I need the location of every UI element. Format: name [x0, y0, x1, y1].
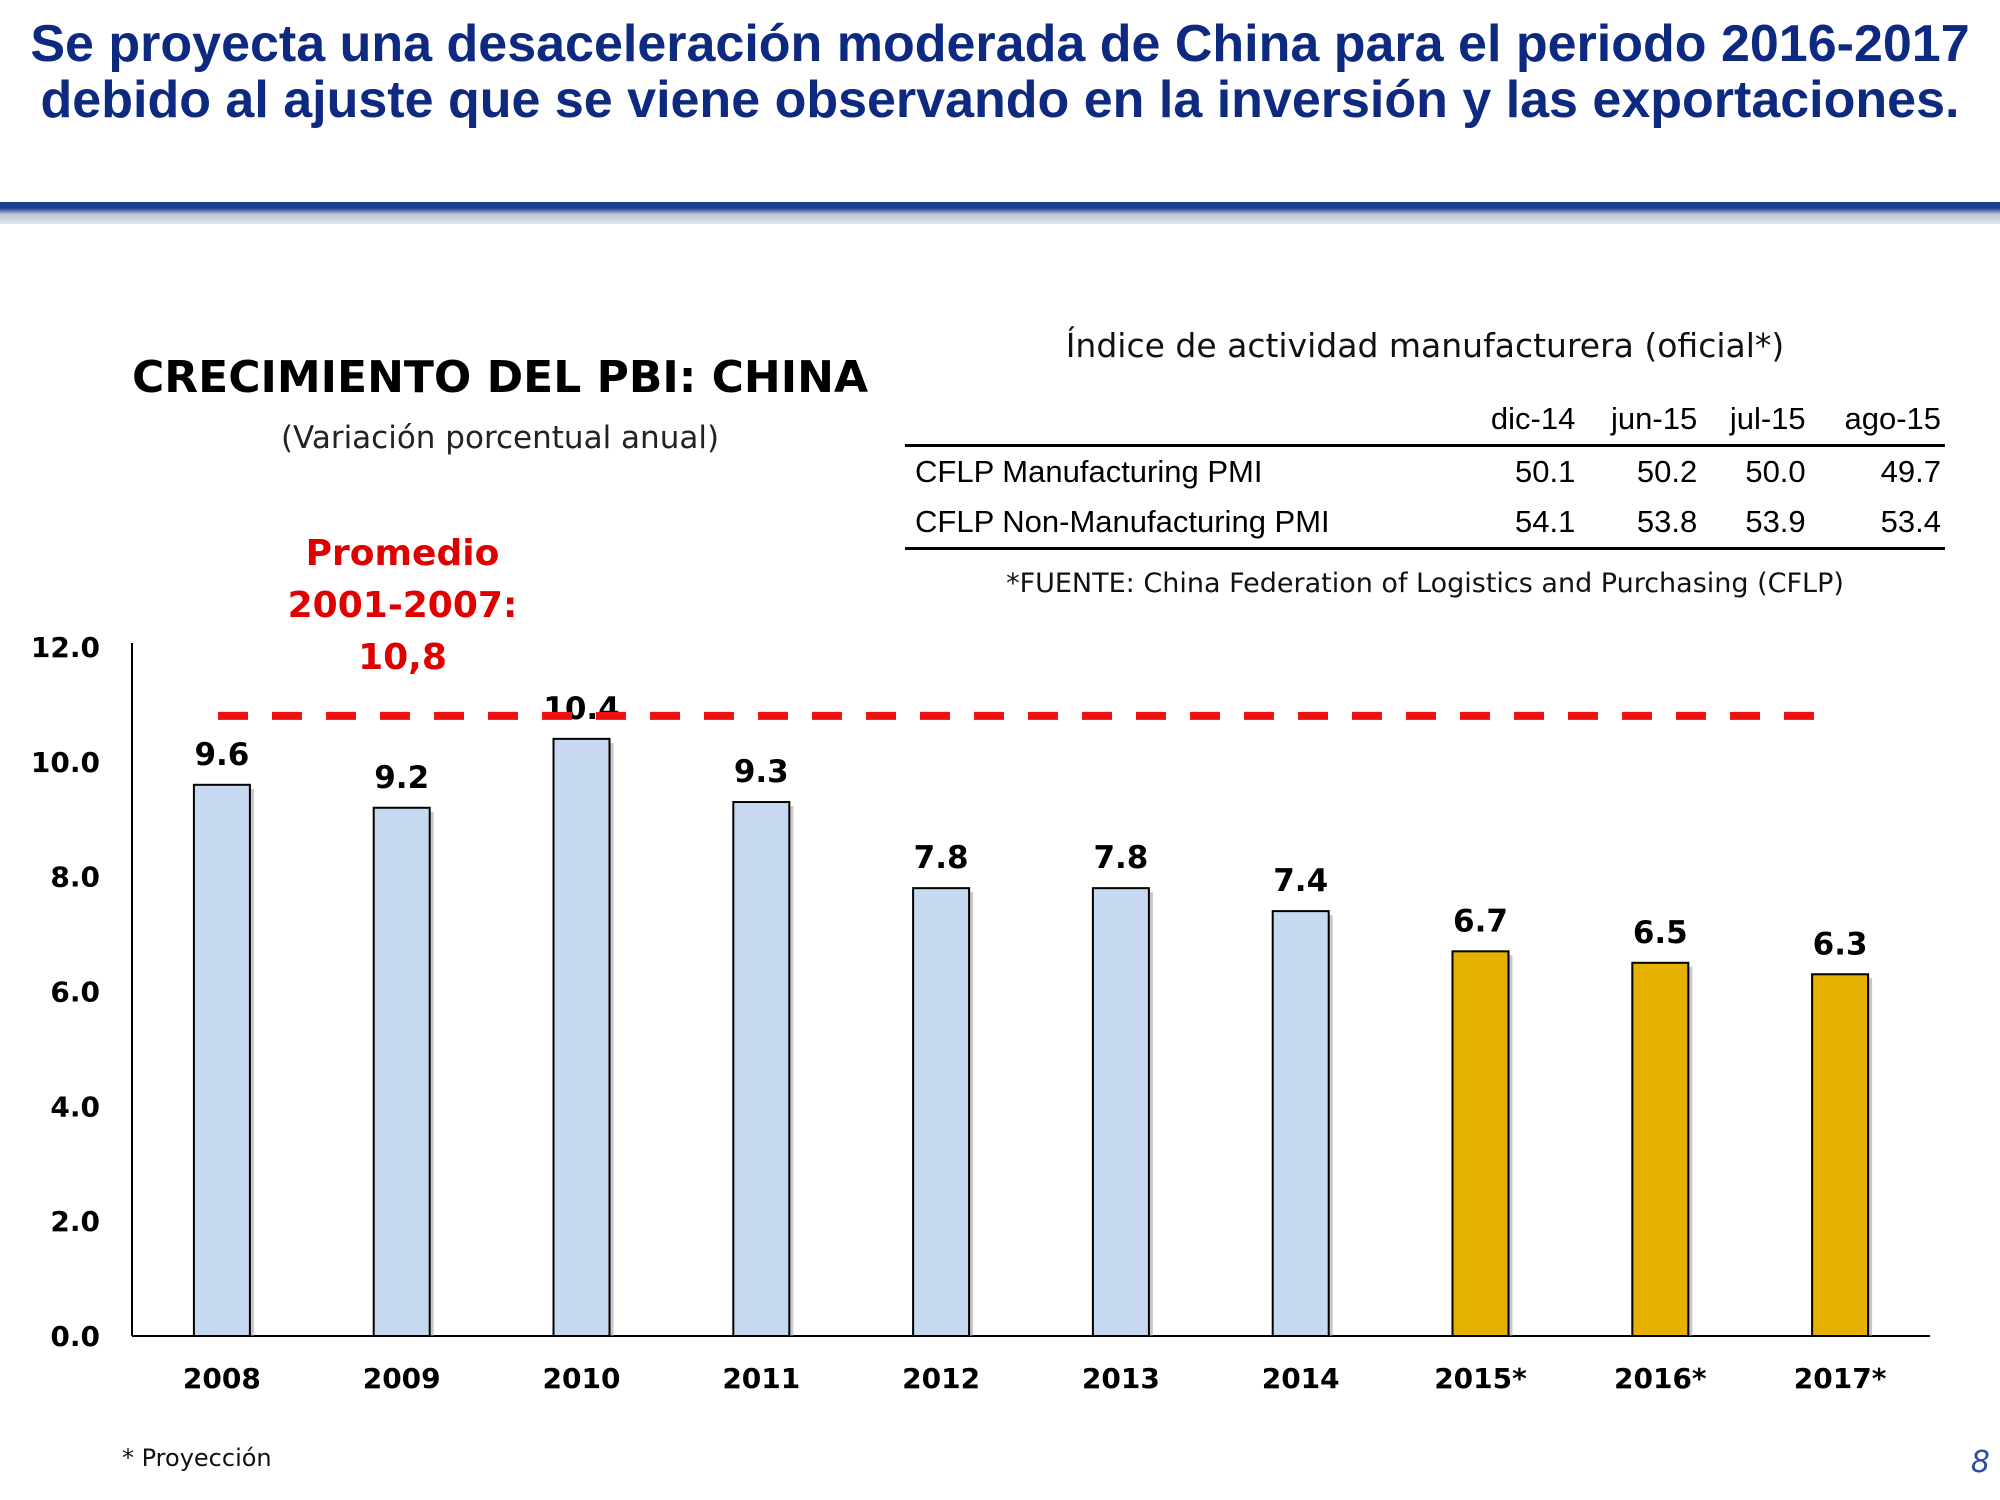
pmi-cell: 53.4: [1809, 497, 1945, 550]
average-annotation-line-2: 2001-2007:: [287, 585, 518, 626]
bar-value-label: 7.8: [914, 840, 969, 876]
bar-value-label: 6.5: [1633, 915, 1688, 951]
pmi-column-header: jun-15: [1579, 398, 1702, 447]
y-tick-label: 0.0: [50, 1320, 100, 1353]
chart-title: CRECIMIENTO DEL PBI: CHINA: [131, 352, 869, 403]
pmi-table-title: Índice de actividad manufacturera (ofici…: [1065, 326, 1785, 365]
y-tick-label: 6.0: [50, 976, 100, 1009]
pmi-column-header: ago-15: [1809, 398, 1945, 447]
pmi-table-corner: [905, 398, 1460, 447]
x-tick-label: 2010: [543, 1362, 621, 1395]
table-row: CFLP Manufacturing PMI 50.1 50.2 50.0 49…: [905, 446, 1945, 498]
pmi-column-header: jul-15: [1701, 398, 1810, 447]
page-number: 8: [1970, 1445, 1990, 1480]
pmi-cell: 53.8: [1579, 497, 1702, 550]
pmi-column-header: dic-14: [1459, 398, 1580, 447]
pmi-cell: 53.9: [1701, 497, 1810, 550]
pmi-cell: 50.2: [1636, 454, 1698, 489]
pmi-table: dic-14 jun-15 jul-15 ago-15 CFLP Manufac…: [905, 398, 1945, 550]
pmi-row-label: CFLP Non-Manufacturing PMI: [905, 497, 1460, 550]
average-annotation-line-3: 10,8: [358, 637, 447, 678]
bar: [732, 801, 791, 1337]
x-tick-label: 2013: [1082, 1362, 1160, 1395]
pmi-cell: 50.1: [1514, 454, 1576, 489]
pmi-table-source: *FUENTE: China Federation of Logistics a…: [1006, 568, 1844, 599]
projection-footnote: * Proyección: [122, 1444, 272, 1472]
bar: [372, 806, 431, 1337]
x-tick-label: 2016*: [1614, 1362, 1707, 1395]
pmi-table-header-row: dic-14 jun-15 jul-15 ago-15: [905, 398, 1945, 447]
x-tick-label: 2012: [902, 1362, 980, 1395]
pmi-cell: 50.0: [1745, 454, 1806, 489]
title-divider: [0, 202, 2000, 224]
pmi-cell: 54.1: [1459, 497, 1580, 550]
x-tick-label: 2014: [1262, 1362, 1340, 1395]
table-row: CFLP Non-Manufacturing PMI 54.1 53.8 53.…: [905, 497, 1945, 550]
bar: [1631, 961, 1690, 1338]
x-tick-label: 2017*: [1794, 1362, 1887, 1395]
bar: [1271, 910, 1330, 1337]
y-tick-label: 4.0: [50, 1090, 100, 1123]
bar: [1811, 973, 1870, 1338]
y-tick-label: 8.0: [50, 861, 100, 894]
bar: [1091, 887, 1150, 1338]
x-tick-label: 2008: [183, 1362, 261, 1395]
bar: [192, 783, 251, 1337]
chart-subtitle: (Variación porcentual anual): [280, 420, 720, 456]
x-tick-label: 2015*: [1434, 1362, 1527, 1395]
bar: [552, 737, 611, 1337]
bar: [912, 887, 971, 1338]
bar-value-label: 9.2: [374, 760, 429, 796]
bar-value-label: 9.6: [194, 737, 249, 773]
bar-value-label: 7.4: [1273, 863, 1328, 899]
x-tick-label: 2011: [722, 1362, 800, 1395]
bar: [1451, 950, 1510, 1338]
pmi-cell: 49.7: [1880, 454, 1941, 489]
bar-value-label: 6.3: [1813, 926, 1868, 962]
bar-value-label: 9.3: [734, 754, 789, 790]
average-annotation: Promedio 2001-2007: 10,8: [250, 528, 555, 684]
y-tick-label: 12.0: [31, 631, 100, 664]
average-annotation-line-1: Promedio: [305, 533, 500, 574]
slide-title: Se proyecta una desaceleración moderada …: [30, 15, 1970, 129]
pmi-row-label: CFLP Manufacturing PMI: [915, 454, 1263, 489]
bar-value-label: 10.4: [543, 691, 620, 727]
x-tick-label: 2009: [363, 1362, 441, 1395]
bar-value-label: 6.7: [1453, 903, 1508, 939]
bar-value-label: 7.8: [1093, 840, 1148, 876]
y-tick-label: 2.0: [50, 1205, 100, 1238]
y-tick-label: 10.0: [31, 746, 100, 779]
